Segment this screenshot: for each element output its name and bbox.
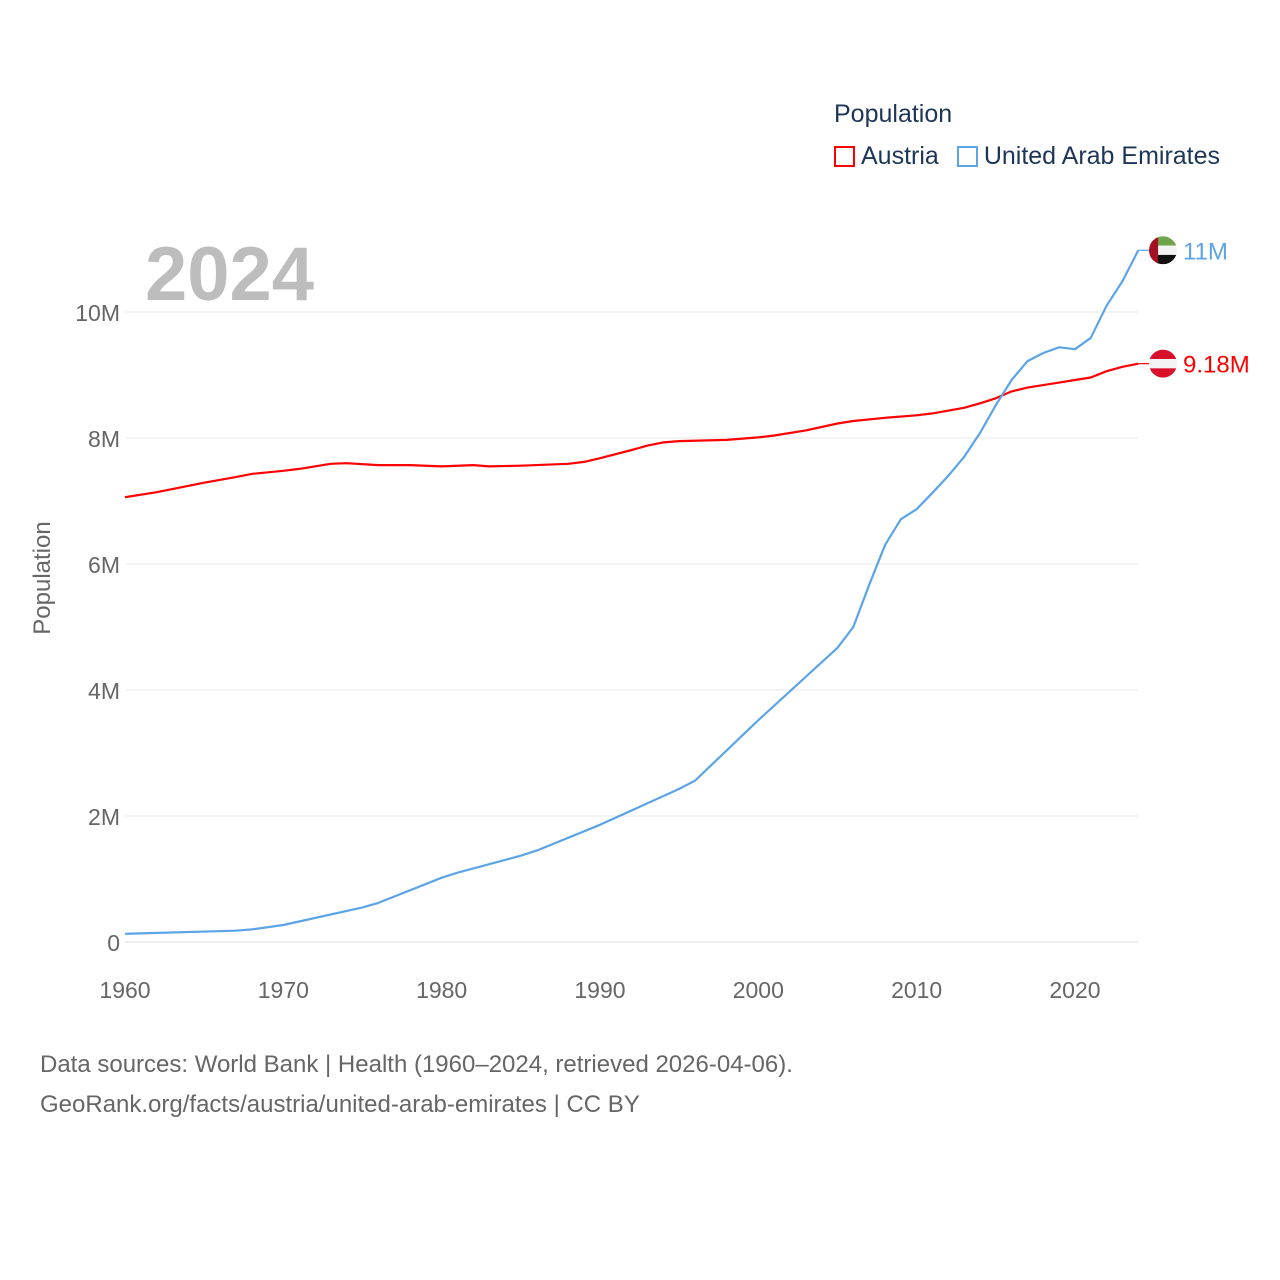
y-tick-label: 0	[107, 930, 120, 956]
y-tick-label: 2M	[88, 804, 120, 830]
uae-flag-icon	[1149, 236, 1177, 265]
legend: Austria United Arab Emirates	[834, 142, 1238, 171]
y-tick-label: 6M	[88, 552, 120, 578]
legend-item-austria[interactable]: Austria	[834, 142, 939, 171]
x-tick-label: 2020	[1049, 977, 1100, 1003]
source-line-1: Data sources: World Bank | Health (1960–…	[40, 1051, 793, 1078]
source-note: Data sources: World Bank | Health (1960–…	[40, 1045, 793, 1125]
x-tick-label: 2010	[891, 977, 942, 1003]
legend-label-austria: Austria	[861, 142, 939, 170]
austria-flag-icon	[1149, 349, 1177, 378]
legend-item-uae[interactable]: United Arab Emirates	[956, 142, 1221, 171]
end-value-label-austria: 9.18M	[1183, 352, 1250, 379]
legend-title: Population	[834, 100, 953, 128]
x-tick-label: 1960	[99, 977, 150, 1003]
x-tick-label: 1980	[416, 977, 467, 1003]
y-tick-label: 8M	[88, 426, 120, 452]
legend-swatch-austria	[834, 146, 855, 167]
series-line-uae	[124, 249, 1140, 935]
x-tick-label: 1990	[574, 977, 625, 1003]
y-axis-label: Population	[29, 521, 56, 634]
x-tick-label: 2000	[733, 977, 784, 1003]
end-value-label-uae: 11M	[1183, 238, 1228, 265]
legend-label-uae: United Arab Emirates	[983, 142, 1221, 170]
x-tick-label: 1970	[258, 977, 309, 1003]
source-line-2[interactable]: GeoRank.org/facts/austria/united-arab-em…	[40, 1091, 640, 1118]
y-tick-label: 4M	[88, 678, 120, 704]
y-tick-label: 10M	[75, 300, 120, 326]
series-line-austria	[124, 362, 1139, 499]
legend-swatch-uae	[956, 146, 978, 167]
year-label: 2024	[145, 232, 314, 317]
